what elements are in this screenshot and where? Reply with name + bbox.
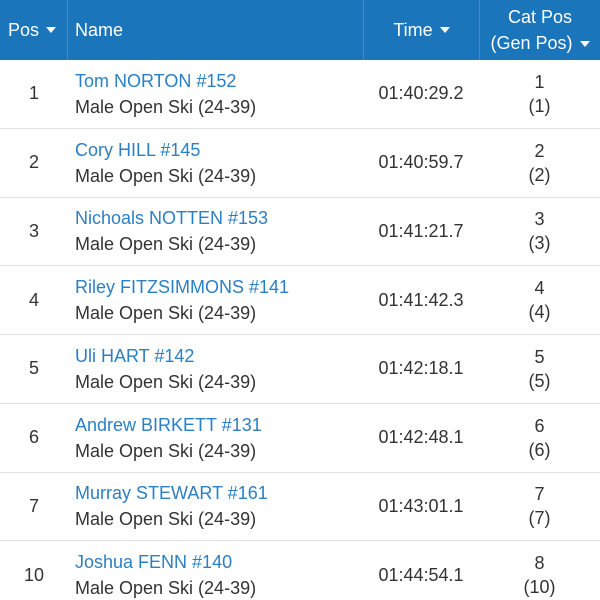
- gen-pos-header-line: (Gen Pos): [490, 30, 590, 56]
- time-cell: 01:40:59.7: [378, 152, 464, 173]
- position-cell: 6: [28, 427, 39, 448]
- cat-pos-value: 8: [534, 553, 545, 574]
- time-cell: 01:43:01.1: [378, 495, 464, 516]
- gen-pos-value: (2): [528, 164, 551, 185]
- table-row: 5 Uli HART #142 Male Open Ski (24-39) 01…: [0, 335, 600, 404]
- cat-pos-value: 1: [534, 71, 545, 92]
- sort-caret-down-icon: [439, 27, 450, 33]
- name-cell: Uli HART #142 Male Open Ski (24-39): [68, 335, 363, 403]
- gen-pos-header-label: (Gen Pos): [490, 33, 573, 53]
- position-cell: 7: [28, 495, 39, 516]
- category-label: Male Open Ski (24-39): [75, 303, 257, 324]
- name-cell: Cory HILL #145 Male Open Ski (24-39): [68, 129, 363, 197]
- gen-pos-value: (10): [523, 577, 556, 598]
- time-cell: 01:42:18.1: [378, 358, 464, 379]
- cat-pos-cell: 5 (5): [479, 335, 600, 403]
- name-header-label: Name: [75, 19, 124, 40]
- gen-pos-value: (4): [528, 302, 551, 323]
- gen-pos-value: (6): [528, 439, 551, 460]
- time-cell: 01:42:48.1: [378, 427, 464, 448]
- name-cell: Tom NORTON #152 Male Open Ski (24-39): [68, 60, 363, 128]
- cat-pos-cell: 8 (10): [479, 541, 600, 600]
- cat-pos-column-header[interactable]: Cat Pos (Gen Pos): [479, 0, 600, 60]
- cat-pos-value: 2: [534, 140, 545, 161]
- table-header: Pos Name Time Cat Pos (Gen Pos): [0, 0, 600, 60]
- pos-column-header[interactable]: Pos: [0, 0, 68, 60]
- time-header-label: Time: [393, 19, 433, 40]
- position-cell: 2: [28, 152, 39, 173]
- category-label: Male Open Ski (24-39): [75, 371, 257, 392]
- name-cell: Murray STEWART #161 Male Open Ski (24-39…: [68, 473, 363, 541]
- cat-pos-cell: 6 (6): [479, 404, 600, 472]
- name-cell: Nichoals NOTTEN #153 Male Open Ski (24-3…: [68, 198, 363, 266]
- athlete-link[interactable]: Uli HART #142: [75, 345, 195, 366]
- name-cell: Riley FITZSIMMONS #141 Male Open Ski (24…: [68, 266, 363, 334]
- cat-pos-value: 3: [534, 209, 545, 230]
- table-row: 7 Murray STEWART #161 Male Open Ski (24-…: [0, 473, 600, 542]
- cat-pos-value: 6: [534, 415, 545, 436]
- sort-caret-down-icon: [46, 27, 57, 33]
- cat-pos-cell: 2 (2): [479, 129, 600, 197]
- cat-pos-value: 5: [534, 346, 545, 367]
- category-label: Male Open Ski (24-39): [75, 440, 257, 461]
- time-cell: 01:41:42.3: [378, 289, 464, 310]
- cat-pos-cell: 4 (4): [479, 266, 600, 334]
- name-cell: Andrew BIRKETT #131 Male Open Ski (24-39…: [68, 404, 363, 472]
- table-row: 1 Tom NORTON #152 Male Open Ski (24-39) …: [0, 60, 600, 129]
- gen-pos-value: (7): [528, 508, 551, 529]
- athlete-link[interactable]: Nichoals NOTTEN #153: [75, 208, 269, 229]
- category-label: Male Open Ski (24-39): [75, 578, 257, 599]
- table-row: 4 Riley FITZSIMMONS #141 Male Open Ski (…: [0, 266, 600, 335]
- table-row: 3 Nichoals NOTTEN #153 Male Open Ski (24…: [0, 198, 600, 267]
- category-label: Male Open Ski (24-39): [75, 96, 257, 117]
- cat-pos-cell: 7 (7): [479, 473, 600, 541]
- cat-pos-cell: 1 (1): [479, 60, 600, 128]
- category-label: Male Open Ski (24-39): [75, 509, 257, 530]
- position-cell: 4: [28, 289, 39, 310]
- gen-pos-value: (1): [528, 95, 551, 116]
- cat-pos-header-label: Cat Pos: [507, 7, 573, 27]
- table-row: 6 Andrew BIRKETT #131 Male Open Ski (24-…: [0, 404, 600, 473]
- cat-pos-value: 7: [534, 484, 545, 505]
- athlete-link[interactable]: Andrew BIRKETT #131: [75, 414, 262, 435]
- position-cell: 10: [23, 564, 45, 585]
- category-label: Male Open Ski (24-39): [75, 234, 257, 255]
- table-row: 2 Cory HILL #145 Male Open Ski (24-39) 0…: [0, 129, 600, 198]
- time-cell: 01:40:29.2: [378, 83, 464, 104]
- athlete-link[interactable]: Murray STEWART #161: [75, 483, 268, 504]
- table-row: 10 Joshua FENN #140 Male Open Ski (24-39…: [0, 541, 600, 600]
- athlete-link[interactable]: Joshua FENN #140: [75, 552, 233, 573]
- name-column-header: Name: [68, 0, 363, 60]
- name-cell: Joshua FENN #140 Male Open Ski (24-39): [68, 541, 363, 600]
- time-cell: 01:41:21.7: [378, 220, 464, 241]
- category-label: Male Open Ski (24-39): [75, 165, 257, 186]
- cat-pos-value: 4: [534, 278, 545, 299]
- athlete-link[interactable]: Riley FITZSIMMONS #141: [75, 277, 290, 298]
- athlete-link[interactable]: Tom NORTON #152: [75, 70, 237, 91]
- time-column-header[interactable]: Time: [363, 0, 479, 60]
- athlete-link[interactable]: Cory HILL #145: [75, 139, 201, 160]
- gen-pos-value: (5): [528, 370, 551, 391]
- position-cell: 5: [28, 358, 39, 379]
- cat-pos-cell: 3 (3): [479, 198, 600, 266]
- gen-pos-value: (3): [528, 233, 551, 254]
- position-cell: 1: [28, 83, 39, 104]
- table-body: 1 Tom NORTON #152 Male Open Ski (24-39) …: [0, 60, 600, 600]
- sort-caret-down-icon: [579, 41, 590, 48]
- pos-header-label: Pos: [8, 19, 40, 40]
- position-cell: 3: [28, 220, 39, 241]
- time-cell: 01:44:54.1: [378, 564, 464, 585]
